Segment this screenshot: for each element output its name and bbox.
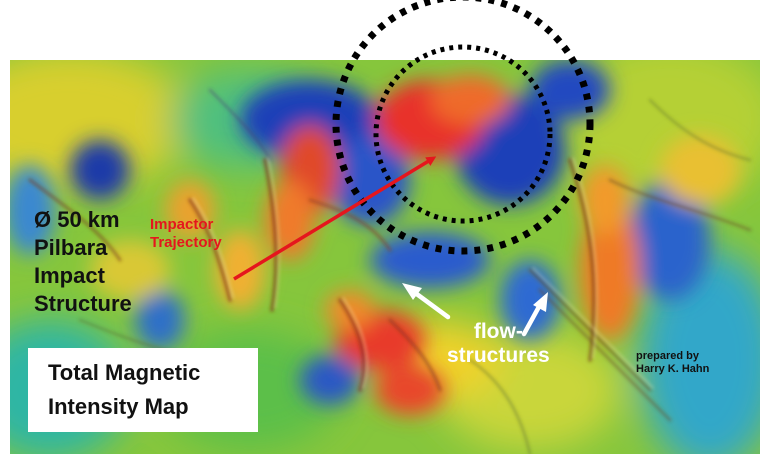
map-title: Total Magnetic Intensity Map — [48, 360, 201, 419]
outer-impact-circle — [332, 0, 594, 255]
inner-impact-circle — [373, 44, 553, 224]
trajectory-arrow — [233, 156, 437, 281]
structure-label: Ø 50 km Pilbara Impact Structure — [34, 207, 132, 316]
flow-arrow — [402, 283, 451, 320]
flow-arrow — [521, 292, 548, 337]
flow-structures-label: flow- structures — [447, 320, 550, 367]
title-box: Total Magnetic Intensity Map — [28, 348, 258, 432]
trajectory-label: Impactor Trajectory — [150, 216, 222, 251]
credit-label: prepared by Harry K. Hahn — [636, 350, 710, 375]
